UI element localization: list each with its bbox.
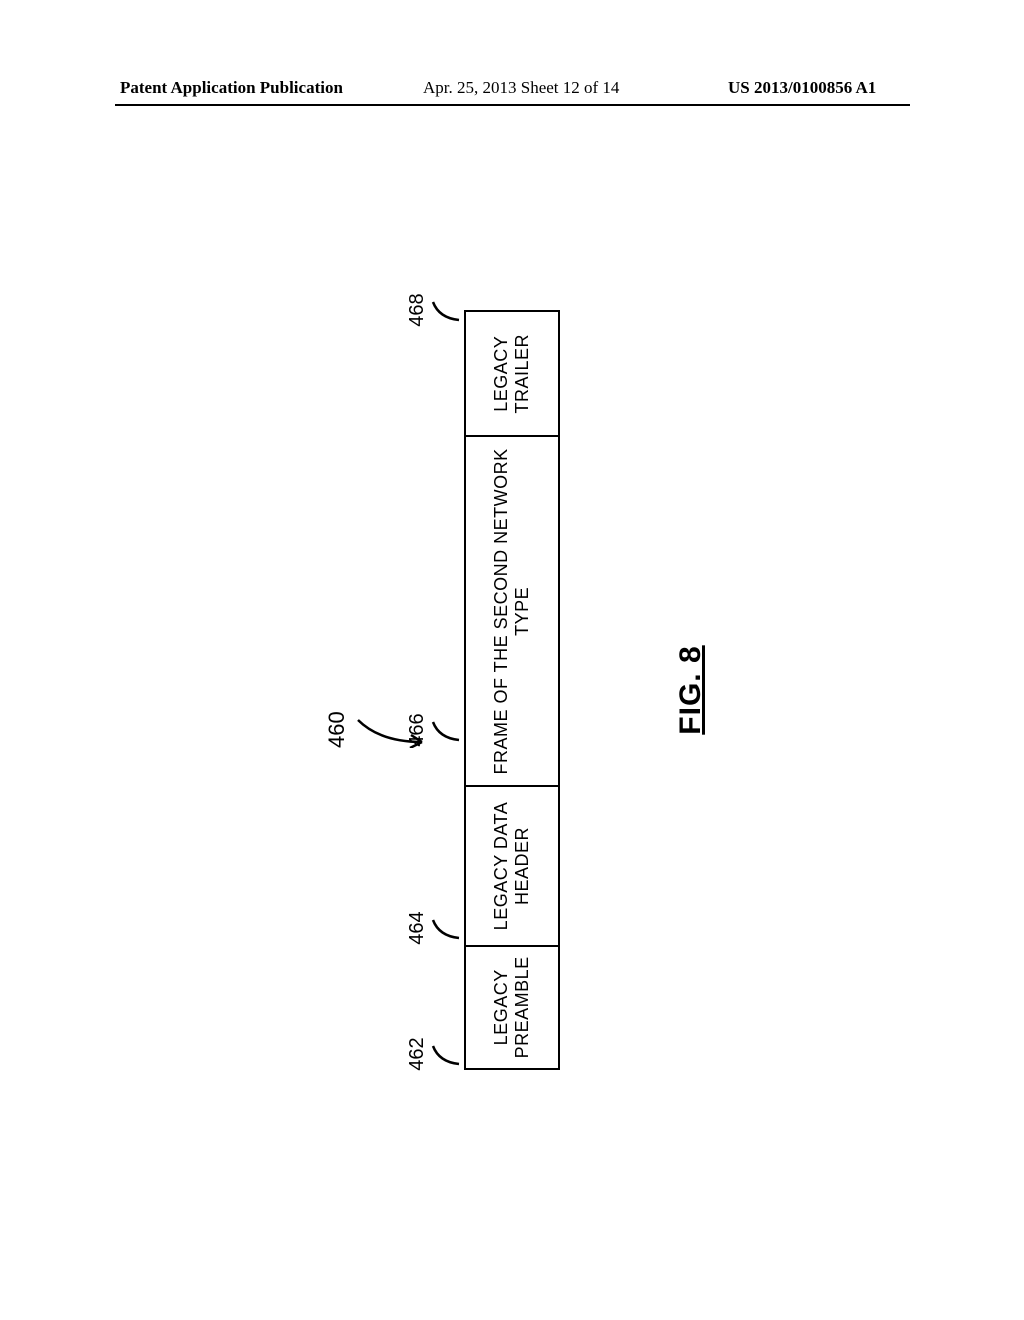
header-left-text: Patent Application Publication (120, 78, 343, 98)
figure-8-rotated-group: 460 462 464 (464, 310, 560, 1070)
callout-462: 462 (406, 1024, 461, 1084)
cell-0-line-1: PREAMBLE (512, 956, 533, 1058)
callout-464: 464 (406, 898, 461, 958)
cell-3-line-1: TRAILER (512, 334, 533, 414)
cell-legacy-preamble: LEGACY PREAMBLE (466, 945, 558, 1068)
cell-2-line-0: FRAME OF THE SECOND NETWORK (491, 448, 512, 774)
cell-1-line-0: LEGACY DATA (491, 802, 512, 931)
cell-legacy-trailer: LEGACY TRAILER (466, 312, 558, 435)
header-mid-text: Apr. 25, 2013 Sheet 12 of 14 (423, 78, 619, 98)
callout-464-hook-icon (429, 908, 461, 948)
callout-466-label: 466 (406, 713, 428, 746)
callout-466: 466 (406, 700, 461, 760)
callout-462-hook-icon (429, 1034, 461, 1074)
cell-0-line-0: LEGACY (491, 969, 512, 1045)
page: Patent Application Publication Apr. 25, … (0, 0, 1024, 1320)
main-ref-label: 460 (324, 711, 349, 748)
callout-468-label: 468 (406, 293, 428, 326)
callout-464-label: 464 (406, 911, 428, 944)
header-right-text: US 2013/0100856 A1 (728, 78, 876, 98)
cell-2-line-1: TYPE (512, 587, 533, 636)
figure-caption: FIG. 8 (674, 310, 708, 1070)
callout-462-label: 462 (406, 1037, 428, 1070)
callouts: 462 464 466 (406, 310, 464, 1070)
cell-frame-second-network: FRAME OF THE SECOND NETWORK TYPE (466, 435, 558, 785)
callout-468-hook-icon (429, 290, 461, 330)
cell-3-line-0: LEGACY (491, 336, 512, 412)
cell-1-line-1: HEADER (512, 827, 533, 905)
header-rule (115, 104, 910, 106)
callout-466-hook-icon (429, 710, 461, 750)
frame-structure-table: LEGACY PREAMBLE LEGACY DATA HEADER FRAME… (464, 310, 560, 1070)
cell-legacy-data-header: LEGACY DATA HEADER (466, 785, 558, 944)
callout-468: 468 (406, 280, 461, 340)
